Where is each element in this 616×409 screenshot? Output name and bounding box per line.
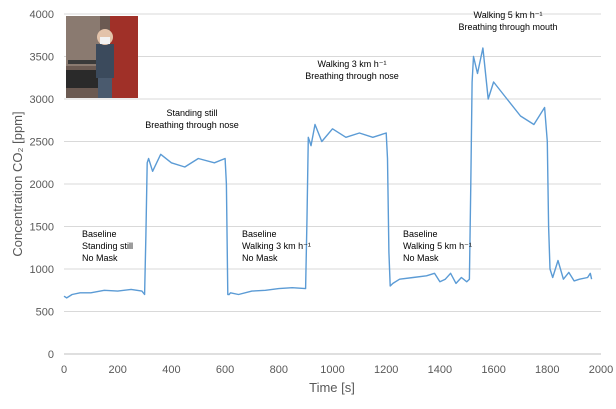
x-tick-label: 800 xyxy=(270,364,288,376)
x-tick-label: 1400 xyxy=(428,364,452,376)
annotation: Walking 5 km h⁻¹ Breathing through mouth xyxy=(458,10,557,32)
annotation: Baseline Walking 3 km h⁻¹ No Mask xyxy=(242,229,311,263)
annotation: Walking 3 km h⁻¹ Breathing through nose xyxy=(305,59,399,81)
photo-person-legs xyxy=(98,78,112,98)
annotation: Baseline Standing still No Mask xyxy=(82,229,133,263)
photo-inset xyxy=(66,16,138,98)
series-layer xyxy=(63,47,593,299)
annotation-line: Baseline xyxy=(403,229,438,239)
annotation-line: Baseline xyxy=(82,229,117,239)
y-tick-label: 3500 xyxy=(30,52,54,64)
x-tick-label: 0 xyxy=(61,364,67,376)
y-tick-label: 1500 xyxy=(30,222,54,234)
annotation-line: Walking 5 km h⁻¹ xyxy=(474,10,543,20)
annotation-line: Breathing through nose xyxy=(145,120,239,130)
x-tick-label: 1000 xyxy=(320,364,344,376)
x-axis-title: Time [s] xyxy=(309,380,355,395)
photo-person-torso xyxy=(96,44,114,78)
x-tick-label: 1800 xyxy=(535,364,559,376)
annotation-line: Baseline xyxy=(242,229,277,239)
y-tick-label: 0 xyxy=(48,349,54,361)
annotation-line: Standing still xyxy=(166,108,217,118)
annotation: Standing still Breathing through nose xyxy=(145,108,239,130)
y-tick-label: 4000 xyxy=(30,9,54,21)
x-tick-label: 2000 xyxy=(589,364,613,376)
y-tick-label: 2500 xyxy=(30,137,54,149)
annotation-line: Walking 5 km h⁻¹ xyxy=(403,241,472,251)
x-tick-label: 1200 xyxy=(374,364,398,376)
photo-mask xyxy=(100,37,110,44)
photo-background-shelf xyxy=(110,16,138,98)
y-axis-ticks: 0 500 1000 1500 2000 2500 3000 3500 4000 xyxy=(30,9,54,361)
annotations: Baseline Standing still No Mask Standing st… xyxy=(82,10,558,263)
x-tick-label: 1600 xyxy=(481,364,505,376)
annotation-line: Walking 3 km h⁻¹ xyxy=(242,241,311,251)
x-tick-label: 200 xyxy=(109,364,127,376)
x-axis-ticks: 0 200 400 600 800 1000 1200 1400 1600 1800 2000 xyxy=(61,364,613,376)
x-tick-label: 600 xyxy=(216,364,234,376)
annotation-line: No Mask xyxy=(403,253,439,263)
y-tick-label: 500 xyxy=(36,307,54,319)
y-tick-label: 3000 xyxy=(30,94,54,106)
annotation-line: Standing still xyxy=(82,241,133,251)
annotation-line: Breathing through mouth xyxy=(458,22,557,32)
y-axis-title: Concentration CO₂ [ppm] xyxy=(10,111,25,256)
annotation: Baseline Walking 5 km h⁻¹ No Mask xyxy=(403,229,472,263)
photo-wall xyxy=(66,16,100,66)
photo-treadmill-rail xyxy=(68,60,108,64)
y-tick-label: 2000 xyxy=(30,179,54,191)
annotation-line: No Mask xyxy=(242,253,278,263)
annotation-line: Walking 3 km h⁻¹ xyxy=(318,59,387,69)
gridlines xyxy=(64,13,601,355)
x-tick-label: 400 xyxy=(162,364,180,376)
annotation-line: No Mask xyxy=(82,253,118,263)
annotation-line: Breathing through nose xyxy=(305,71,399,81)
series-line xyxy=(63,47,593,299)
y-tick-label: 1000 xyxy=(30,264,54,276)
